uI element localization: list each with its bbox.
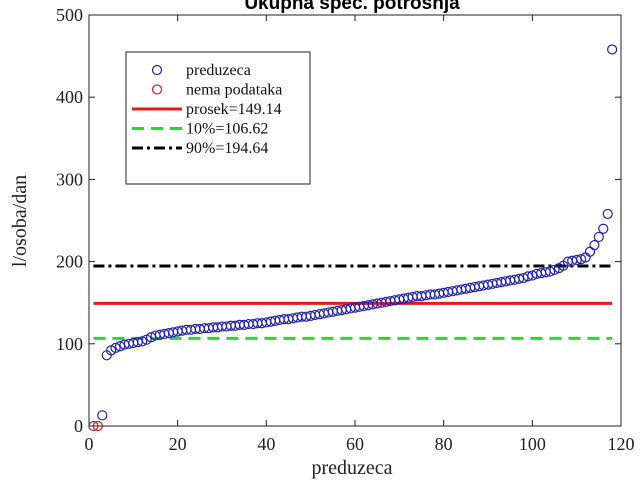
y-tick-label: 0: [74, 416, 83, 436]
legend-label: prosek=149.14: [186, 101, 282, 118]
y-tick-label: 500: [56, 5, 83, 25]
x-tick-label: 80: [435, 434, 453, 454]
x-tick-label: 0: [85, 434, 94, 454]
legend-label: nema podataka: [186, 82, 282, 99]
data-point: [110, 342, 121, 354]
data-point: [137, 336, 148, 347]
data-point: [602, 208, 613, 220]
y-tick-label: 200: [56, 252, 83, 272]
y-axis-label: l/osoba/dan: [9, 175, 31, 267]
data-point: [97, 410, 108, 421]
legend-marker: [151, 84, 163, 95]
legend: preduzeca nema podataka prosek=149.14 10%=1…: [125, 51, 311, 185]
data-point: [549, 264, 560, 275]
data-point: [593, 231, 604, 243]
chart-title: Ukupna spec. potrošnja: [244, 0, 460, 14]
x-tick-label: 120: [608, 434, 635, 454]
x-tick-label: 40: [257, 434, 275, 454]
legend-marker: [151, 64, 163, 76]
legend-label: 90%=194.64: [186, 140, 268, 157]
data-point: [544, 266, 556, 277]
y-tick-label: 100: [56, 334, 83, 354]
data-point: [575, 254, 587, 265]
data-point: [607, 44, 618, 55]
y-tick-label: 300: [56, 169, 83, 189]
data-point: [589, 240, 600, 251]
legend-label: 10%=106.62: [186, 121, 268, 138]
data-point: [598, 223, 609, 234]
x-axis-label: preduzeca: [311, 457, 392, 479]
axes: 0 20 40 60 80 100 120 0 100 200 300 400 500: [56, 5, 635, 454]
x-tick-label: 60: [346, 434, 364, 454]
legend-label: preduzeca: [186, 62, 251, 79]
y-tick-label: 400: [56, 87, 83, 107]
x-tick-label: 100: [519, 434, 546, 454]
x-tick-label: 20: [169, 434, 187, 454]
